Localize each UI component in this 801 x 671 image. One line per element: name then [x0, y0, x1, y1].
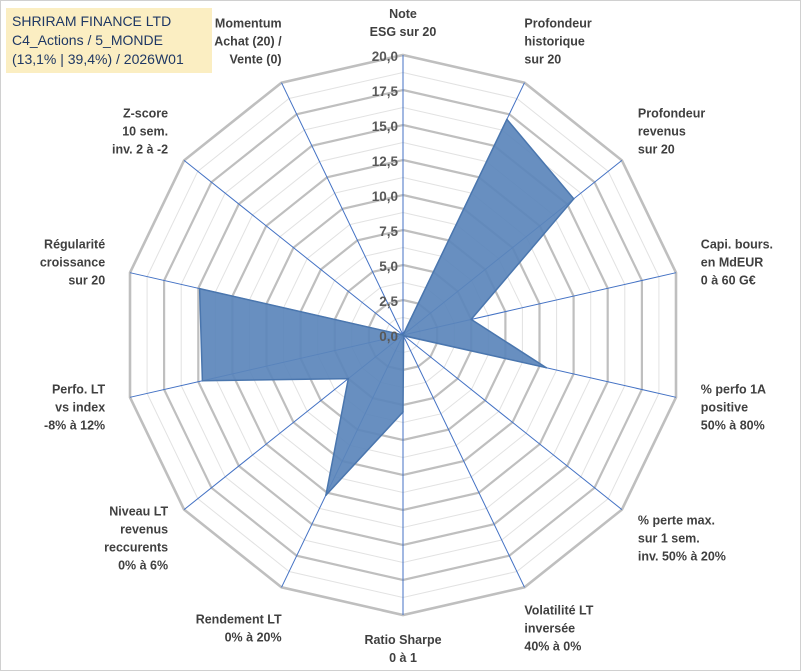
- series-point-10: [201, 380, 204, 382]
- axis-label-5-line-2: inv. 50% à 20%: [638, 549, 726, 563]
- axis-label-5-line-1: sur 1 sem.: [638, 531, 700, 545]
- axis-label-11-line-2: sur 20: [68, 274, 105, 288]
- title-line-stats: (13,1% | 39,4%) / 2026W01: [12, 51, 184, 67]
- series-point-9: [347, 377, 350, 380]
- tick-label-8: 20,0: [372, 49, 398, 64]
- axis-label-10-line-0: Perfo. LT: [52, 383, 106, 397]
- spoke-12: [183, 160, 404, 336]
- title-line-company: SHRIRAM FINANCE LTD: [12, 13, 172, 29]
- tick-label-4: 10,0: [372, 189, 398, 204]
- axis-label-3-line-0: Capi. bours.: [701, 238, 773, 252]
- axis-label-6-line-2: 40% à 0%: [524, 640, 581, 654]
- axis-label-4-line-0: % perfo 1A: [701, 383, 766, 397]
- axis-label-2-line-1: revenus: [638, 125, 686, 139]
- title-line-category: C4_Actions / 5_MONDE: [12, 32, 163, 48]
- axis-label-11-line-0: Régularité: [44, 238, 105, 252]
- axis-label-5-line-0: % perte max.: [638, 513, 715, 527]
- axis-label-4-line-2: 50% à 80%: [701, 419, 765, 433]
- tick-label-3: 7,5: [379, 224, 398, 239]
- axis-label-11: Régularité croissance sur 20: [40, 238, 105, 288]
- axis-label-1-line-0: Profondeur: [524, 16, 591, 30]
- axis-label-12-line-1: 10 sem.: [122, 125, 168, 139]
- axis-label-9: Niveau LT revenus reccurents 0% à 6%: [104, 504, 168, 572]
- series-point-13: [402, 334, 404, 336]
- series-point-2: [573, 198, 575, 200]
- series-point-3: [470, 318, 473, 321]
- axis-label-9-line-1: revenus: [120, 522, 168, 536]
- axis-label-6-line-1: inversée: [524, 622, 575, 636]
- axis-label-5: % perte max. sur 1 sem. inv. 50% à 20%: [638, 513, 726, 563]
- axis-label-8-line-0: Rendement LT: [196, 613, 282, 627]
- series-point-11: [198, 287, 201, 290]
- axis-label-2: Profondeur revenus sur 20: [638, 107, 705, 157]
- axis-label-8-line-1: 0% à 20%: [225, 631, 282, 645]
- series-point-1: [506, 118, 508, 121]
- axis-label-10: Perfo. LT vs index -8% à 12%: [44, 383, 106, 433]
- spoke-5: [402, 334, 623, 510]
- series-point-7: [402, 411, 404, 413]
- axis-label-9-line-0: Niveau LT: [109, 504, 168, 518]
- axis-label-0-line-0: Note: [389, 7, 417, 21]
- radar-series: [198, 118, 575, 497]
- axis-label-12-line-2: inv. 2 à -2: [112, 143, 168, 157]
- tick-label-0: 0,0: [379, 329, 398, 344]
- axis-label-0: Note ESG sur 20: [370, 7, 437, 39]
- axis-label-7-line-1: 0 à 1: [389, 651, 417, 665]
- tick-label-6: 15,0: [372, 119, 398, 134]
- series-point-8: [325, 494, 327, 497]
- tick-label-1: 2,5: [379, 294, 398, 309]
- axis-label-1-line-2: sur 20: [524, 52, 561, 66]
- axis-label-9-line-3: 0% à 6%: [118, 558, 168, 572]
- series-point-4: [545, 366, 548, 369]
- axis-label-13-line-2: Vente (0): [229, 52, 281, 66]
- axis-label-7-line-0: Ratio Sharpe: [364, 633, 441, 647]
- spoke-6: [402, 334, 525, 588]
- tick-label-5: 12,5: [372, 154, 399, 169]
- radar-axis-labels: Note ESG sur 20 Profondeur historique sur 20…: [40, 7, 773, 665]
- axis-label-12: Z-score 10 sem. inv. 2 à -2: [112, 107, 168, 157]
- axis-label-4: % perfo 1A positive 50% à 80%: [701, 383, 766, 433]
- tick-label-7: 17,5: [372, 84, 399, 99]
- tick-label-2: 5,0: [379, 259, 398, 274]
- axis-label-11-line-1: croissance: [40, 256, 105, 270]
- series-point-6: [402, 335, 405, 338]
- title-box: SHRIRAM FINANCE LTD C4_Actions / 5_MONDE…: [6, 8, 212, 73]
- axis-label-0-line-1: ESG sur 20: [370, 25, 437, 39]
- axis-label-3: Capi. bours. en MdEUR 0 à 60 G€: [701, 238, 773, 288]
- axis-label-13-line-1: Achat (20) /: [214, 34, 282, 48]
- axis-label-8: Rendement LT 0% à 20%: [196, 613, 282, 645]
- radar-tick-labels: 0,0 2,5 5,0 7,5 10,0 12,5 15,0 17,5 20,0: [372, 49, 399, 344]
- axis-label-9-line-2: reccurents: [104, 540, 168, 554]
- axis-label-10-line-2: -8% à 12%: [44, 419, 105, 433]
- axis-label-13-line-0: Momentum: [215, 16, 282, 30]
- axis-label-10-line-1: vs index: [55, 401, 105, 415]
- axis-label-2-line-2: sur 20: [638, 143, 675, 157]
- axis-label-1: Profondeur historique sur 20: [524, 16, 591, 66]
- axis-label-3-line-2: 0 à 60 G€: [701, 274, 756, 288]
- axis-label-7: Ratio Sharpe 0 à 1: [364, 633, 441, 665]
- axis-label-4-line-1: positive: [701, 401, 748, 415]
- axis-label-3-line-1: en MdEUR: [701, 256, 764, 270]
- axis-label-1-line-1: historique: [524, 34, 584, 48]
- axis-label-12-line-0: Z-score: [123, 107, 168, 121]
- axis-label-2-line-0: Profondeur: [638, 107, 705, 121]
- axis-label-6-line-0: Volatilité LT: [524, 604, 593, 618]
- axis-label-13: Momentum Achat (20) / Vente (0): [214, 16, 282, 66]
- spoke-13: [281, 82, 404, 336]
- axis-label-6: Volatilité LT inversée 40% à 0%: [524, 604, 593, 654]
